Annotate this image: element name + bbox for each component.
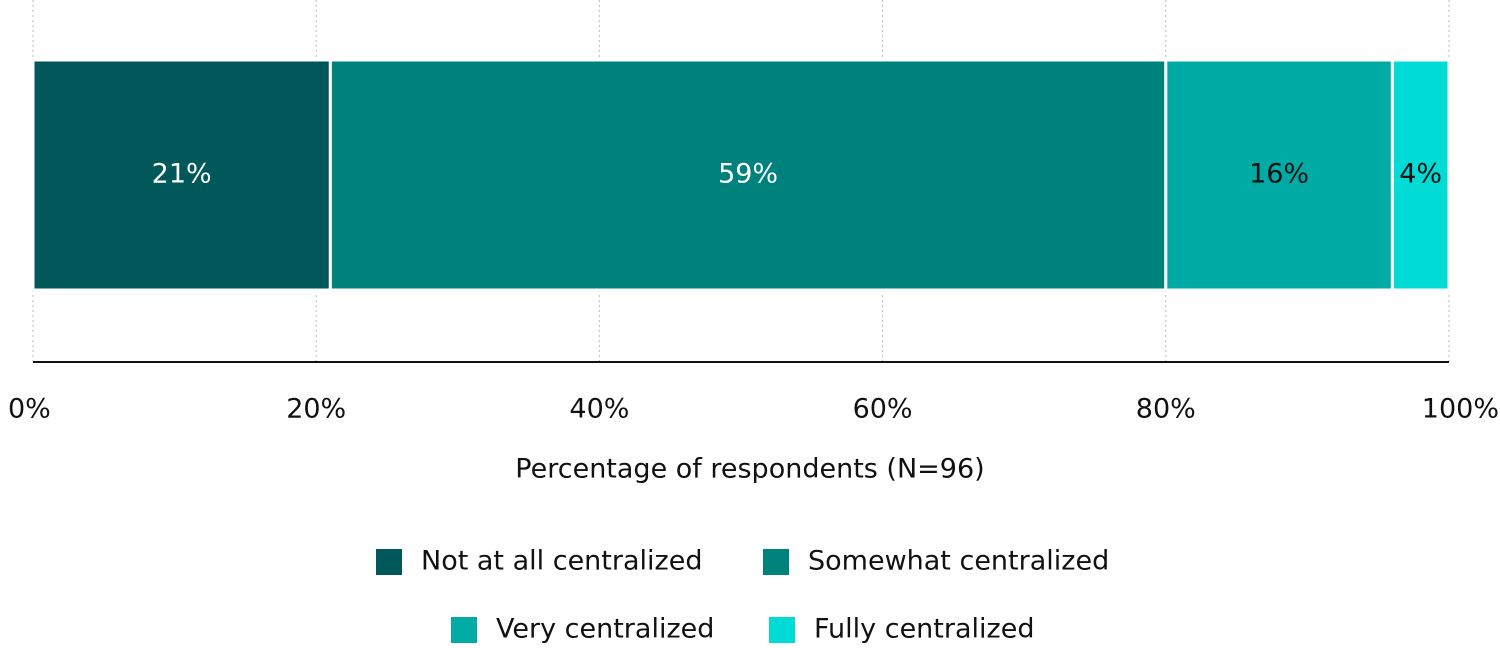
bar-segment <box>328 58 1168 292</box>
x-tick-label: 20% <box>286 394 346 425</box>
value-label: 4% <box>1399 159 1442 190</box>
x-tick-label: 0% <box>8 394 51 425</box>
value-label: 59% <box>718 159 778 190</box>
x-axis-title: Percentage of respondents (N=96) <box>515 454 984 485</box>
bar-segment <box>1390 58 1451 292</box>
value-label: 21% <box>152 159 212 190</box>
legend-swatch <box>763 549 789 575</box>
legend-label: Very centralized <box>496 614 714 645</box>
value-label: 16% <box>1249 159 1309 190</box>
bar-segment <box>31 58 332 292</box>
x-tick-label: 40% <box>569 394 629 425</box>
bar-segment <box>1164 58 1394 292</box>
x-tick-label: 60% <box>853 394 913 425</box>
legend-swatch <box>376 549 402 575</box>
legend-swatch <box>451 617 477 643</box>
legend-label: Not at all centralized <box>421 546 702 577</box>
legend-swatch <box>769 617 795 643</box>
legend-label: Fully centralized <box>814 614 1034 645</box>
legend-label: Somewhat centralized <box>808 546 1109 577</box>
x-tick-label: 80% <box>1136 394 1196 425</box>
x-tick-label: 100% <box>1422 394 1499 425</box>
